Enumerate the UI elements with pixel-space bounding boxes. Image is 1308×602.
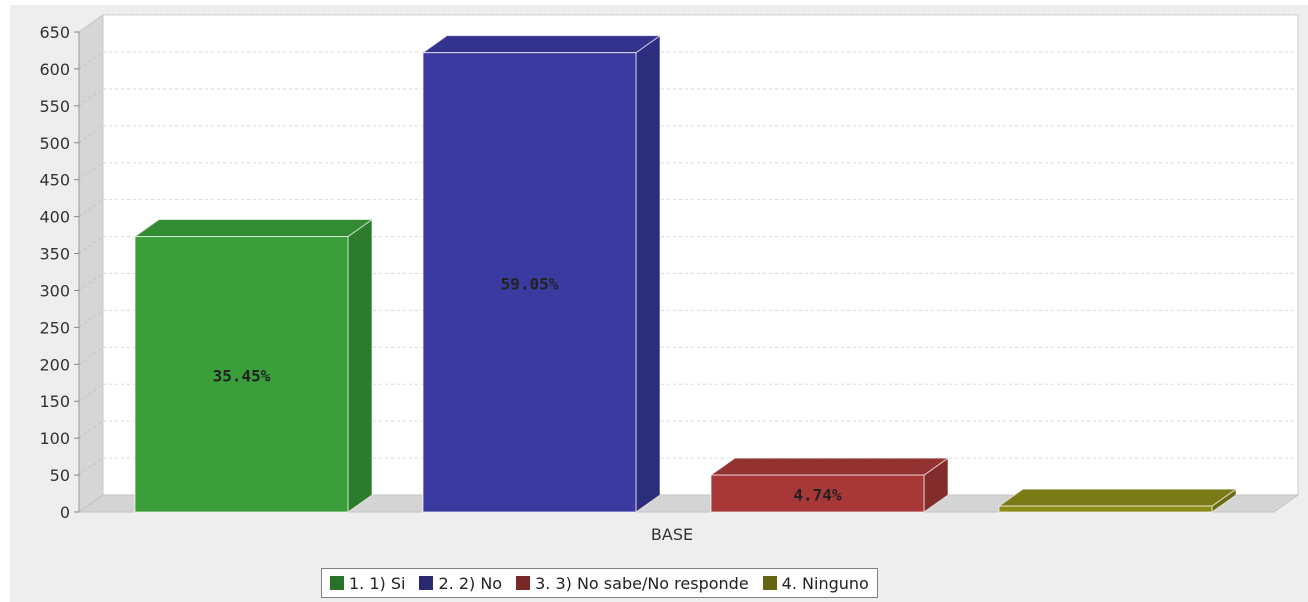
y-tick-label: 600 bbox=[39, 60, 70, 79]
gridline-side bbox=[78, 88, 104, 107]
bar-1-side bbox=[347, 218, 373, 513]
legend-swatch bbox=[419, 576, 434, 590]
gridline-side bbox=[78, 51, 104, 70]
legend-label: 4. Ninguno bbox=[781, 573, 869, 593]
y-tick-label: 550 bbox=[39, 97, 70, 116]
bar-2-top bbox=[421, 35, 662, 54]
gridline-side bbox=[78, 309, 104, 328]
gridline-side bbox=[78, 273, 104, 291]
bar-1 bbox=[134, 236, 349, 513]
gridline-side bbox=[78, 457, 104, 476]
bar-3-top bbox=[709, 457, 950, 476]
bar-2-value-label: 59.05% bbox=[501, 274, 559, 293]
y-tick-label: 50 bbox=[50, 466, 70, 485]
bar-2-side bbox=[635, 34, 661, 513]
y-tick-label: 650 bbox=[39, 23, 70, 42]
legend: 1. 1) Si 2. 2) No 3. 3) No sabe/No respond… bbox=[321, 568, 878, 598]
y-tick-label: 400 bbox=[39, 208, 70, 227]
gridline-side bbox=[78, 420, 104, 439]
legend-swatch bbox=[762, 576, 777, 590]
legend-swatch bbox=[330, 576, 344, 590]
gridline-side bbox=[78, 14, 104, 33]
y-tick-label: 450 bbox=[39, 171, 70, 190]
legend-item: 1. 1) Si bbox=[330, 574, 405, 593]
gridline-side bbox=[78, 199, 104, 218]
gridline-side bbox=[78, 383, 104, 402]
bar-1-value-label: 35.45% bbox=[213, 366, 271, 385]
y-tick-label: 150 bbox=[39, 392, 70, 411]
y-tick-label: 250 bbox=[39, 318, 70, 337]
plot-left-wall bbox=[78, 14, 104, 513]
bar-2 bbox=[422, 52, 637, 513]
legend-swatch bbox=[516, 576, 531, 590]
y-tick-label: 0 bbox=[60, 503, 70, 522]
y-tick-label: 100 bbox=[39, 429, 70, 448]
y-tick-label: 300 bbox=[39, 281, 70, 300]
gridline-side bbox=[78, 236, 104, 254]
legend-item: 3. 3) No sabe/No responde bbox=[516, 574, 749, 593]
bar-1-top bbox=[133, 219, 374, 238]
y-tick-label: 200 bbox=[39, 355, 70, 374]
legend-item: 4. Ninguno bbox=[762, 573, 869, 593]
bar-3-value-label: 4.74% bbox=[793, 486, 842, 505]
gridline-side bbox=[78, 125, 104, 144]
legend-label: 1. 1) Si bbox=[349, 573, 406, 593]
bar-4-top bbox=[997, 488, 1238, 507]
legend-label: 3. 3) No sabe/No responde bbox=[535, 573, 749, 593]
bar-3 bbox=[710, 474, 925, 513]
gridline-side bbox=[78, 346, 104, 365]
bar-4 bbox=[998, 505, 1213, 513]
y-tick-label: 350 bbox=[39, 245, 70, 264]
gridline-side bbox=[78, 162, 104, 181]
legend-label: 2. 2) No bbox=[438, 573, 503, 593]
x-category-label: BASE bbox=[651, 525, 693, 544]
y-tick-label: 500 bbox=[39, 134, 70, 153]
legend-item: 2. 2) No bbox=[419, 574, 502, 593]
